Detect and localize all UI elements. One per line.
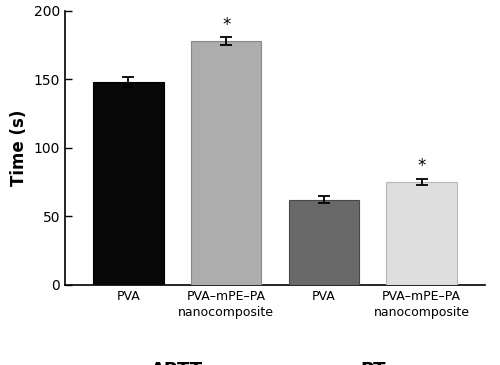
Text: PT: PT [360, 361, 386, 365]
Bar [386, 182, 456, 285]
Bar [191, 41, 262, 285]
Text: *: * [222, 16, 230, 34]
Text: *: * [418, 157, 426, 175]
Text: APTT: APTT [152, 361, 204, 365]
Y-axis label: Time (s): Time (s) [10, 110, 28, 186]
Bar [288, 200, 359, 285]
Bar [94, 82, 164, 285]
